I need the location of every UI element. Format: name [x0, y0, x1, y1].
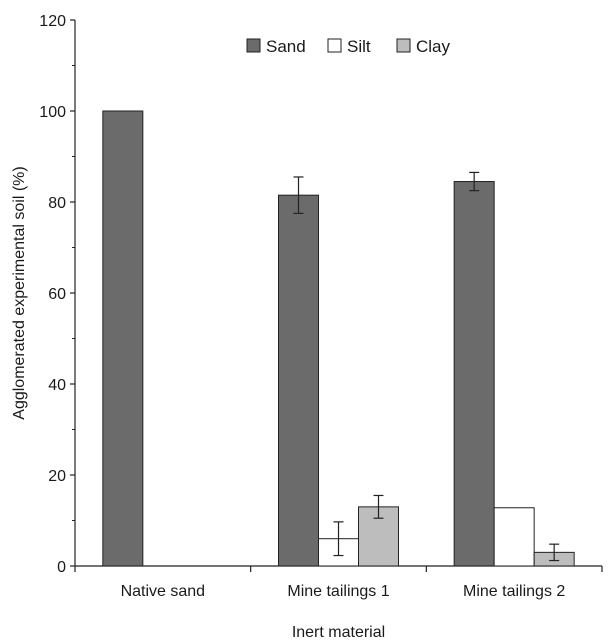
legend-swatch-silt: [327, 38, 342, 53]
legend-swatch-sand: [246, 38, 261, 53]
x-axis-title: Inert material: [292, 624, 385, 641]
legend-swatch-clay: [396, 38, 411, 53]
bar-silt: [493, 507, 535, 567]
y-axis: 0 20 40 60 80 100 120: [39, 13, 76, 576]
y-tick-label: 60: [48, 286, 66, 303]
x-tick-label: Mine tailings 2: [463, 583, 565, 600]
legend-label-silt: Silt: [347, 37, 371, 56]
legend: Sand Silt Clay: [246, 37, 451, 56]
bars: [102, 110, 575, 567]
bar-sand: [278, 194, 319, 567]
legend-label-clay: Clay: [416, 37, 451, 56]
y-tick-label: 0: [57, 559, 66, 576]
y-tick-label: 120: [39, 13, 66, 30]
y-axis-title: Agglomerated experimental soil (%): [11, 166, 28, 419]
legend-label-sand: Sand: [266, 37, 306, 56]
y-tick-label: 100: [39, 104, 66, 121]
x-axis: Native sand Mine tailings 1 Mine tailings …: [74, 565, 603, 600]
bar-sand: [102, 110, 144, 567]
y-tick-label: 80: [48, 195, 66, 212]
y-tick-label: 40: [48, 377, 66, 394]
x-tick-label: Mine tailings 1: [287, 583, 389, 600]
bar-sand: [453, 181, 495, 567]
y-tick-label: 20: [48, 468, 66, 485]
x-tick-label: Native sand: [121, 583, 206, 600]
